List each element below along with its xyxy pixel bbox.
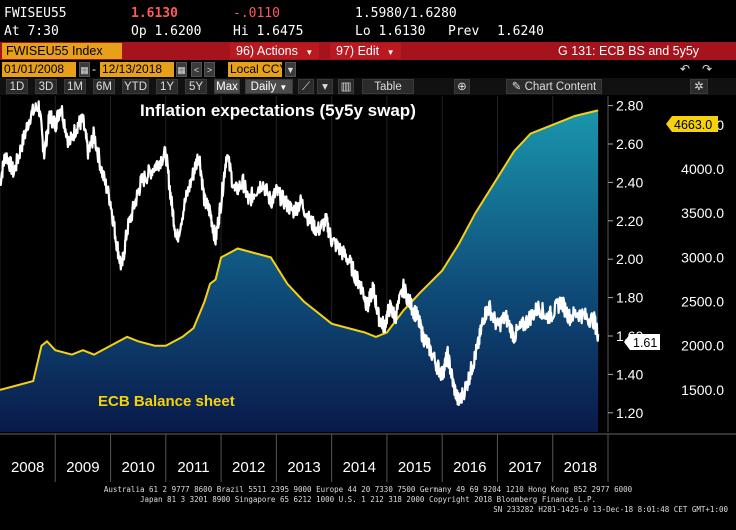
undo-icon[interactable]: ↶: [680, 62, 691, 76]
inflation-tick-label: 2.00: [616, 251, 643, 267]
balance-tick-label: 4000.0: [681, 161, 724, 177]
high-price: Hi 1.6475: [233, 24, 304, 39]
frequency-dropdown[interactable]: Daily ▼: [245, 79, 293, 94]
chart-content-button[interactable]: ✎ Chart Content: [506, 79, 602, 94]
edit-menu[interactable]: 97) Edit ▼: [330, 43, 401, 59]
period-max-button[interactable]: Max: [214, 79, 240, 94]
period-5y-button[interactable]: 5Y: [185, 79, 207, 94]
chart-area: 2.802.602.402.202.001.801.601.401.20 450…: [0, 96, 736, 530]
balance-tick-label: 3500.0: [681, 205, 724, 221]
edit-number: 97): [336, 44, 355, 58]
settings-gear-icon[interactable]: ✲: [690, 79, 708, 94]
x-tick-label: 2008: [11, 459, 44, 476]
chart-content-label: Chart Content: [524, 81, 597, 93]
right-axis-balance-ticks: 4500.04000.03500.03000.02500.02000.01500…: [681, 117, 724, 398]
frequency-label: Daily: [250, 81, 277, 93]
last-price: 1.6130: [131, 6, 178, 21]
dropdown-arrow-icon: ▼: [305, 48, 314, 57]
date-range-bar: 01/01/2008 ▦ - 12/13/2018 ▦ < > Local CC…: [0, 61, 736, 78]
low-price: Lo 1.6130: [355, 24, 426, 39]
prev-label: Prev: [448, 24, 480, 39]
table-button[interactable]: Table: [362, 79, 414, 94]
period-1y-button[interactable]: 1Y: [156, 79, 178, 94]
bid-ask: 1.5980/1.6280: [355, 6, 457, 21]
actions-label: Actions: [256, 44, 298, 58]
balance-tick-label: 3000.0: [681, 249, 724, 265]
line-chart-icon[interactable]: ⟋: [298, 79, 314, 94]
quote-bar: FWISEU55 1.6130 -.0110 1.5980/1.6280 At …: [0, 0, 736, 42]
price-change: -.0110: [233, 6, 280, 21]
currency-field[interactable]: Local CCY: [228, 62, 288, 77]
date-separator: -: [92, 62, 96, 76]
title-bar: FWISEU55 Index 96) Actions ▼ 97) Edit ▼ …: [0, 42, 736, 60]
bar-chart-icon[interactable]: ▥: [338, 79, 354, 94]
end-date-field[interactable]: 12/13/2018: [100, 62, 174, 77]
period-1d-button[interactable]: 1D: [6, 79, 28, 94]
calendar-icon[interactable]: ▦: [79, 62, 90, 77]
inflation-tick-label: 1.40: [616, 366, 643, 382]
balance-sheet-label: ECB Balance sheet: [98, 393, 235, 410]
period-1m-button[interactable]: 1M: [64, 79, 86, 94]
balance-tick-label: 1500.0: [681, 382, 724, 398]
inflation-tick-label: 2.20: [616, 213, 643, 229]
calendar-icon[interactable]: ▦: [176, 62, 187, 77]
balance-tick-label: 2000.0: [681, 338, 724, 354]
dropdown-arrow-icon[interactable]: ▼: [285, 62, 296, 77]
x-tick-label: 2016: [453, 459, 486, 476]
x-tick-label: 2011: [177, 459, 209, 476]
inflation-tick-label: 2.60: [616, 136, 643, 152]
x-tick-label: 2014: [343, 459, 376, 476]
x-tick-label: 2017: [508, 459, 541, 476]
last-inflation-value: 1.61: [633, 336, 657, 350]
period-3d-button[interactable]: 3D: [35, 79, 57, 94]
x-tick-label: 2010: [121, 459, 154, 476]
x-tick-label: 2013: [287, 459, 320, 476]
chart-svg: 2.802.602.402.202.001.801.601.401.20 450…: [0, 96, 736, 482]
open-price: Op 1.6200: [131, 24, 202, 39]
x-tick-label: 2015: [398, 459, 431, 476]
actions-number: 96): [236, 44, 255, 58]
dropdown-arrow-icon: ▼: [386, 48, 395, 57]
balance-tick-label: 2500.0: [681, 294, 724, 310]
previous-arrow-icon[interactable]: <: [191, 62, 202, 77]
inflation-tick-label: 1.20: [616, 405, 643, 421]
inflation-line: [0, 100, 600, 406]
last-balance-value: 4663.0: [674, 118, 712, 132]
inflation-tick-label: 2.80: [616, 98, 643, 114]
period-ytd-button[interactable]: YTD: [122, 79, 149, 94]
footer-line-2: Japan 81 3 3201 8900 Singapore 65 6212 1…: [139, 495, 597, 504]
edit-label: Edit: [357, 44, 380, 58]
period-6m-button[interactable]: 6M: [93, 79, 115, 94]
chart-type-dropdown[interactable]: ▾: [317, 79, 333, 94]
redo-icon[interactable]: ↷: [702, 62, 713, 76]
chart-title: Inflation expectations (5y5y swap): [140, 101, 416, 120]
prev-price: 1.6240: [497, 24, 544, 39]
next-arrow-icon[interactable]: >: [204, 62, 215, 77]
last-inflation-marker: 1.61: [624, 334, 660, 350]
zoom-icon[interactable]: ⊕: [454, 79, 470, 94]
footer-line-3: SN 233282 H281-1425-0 13-Dec-18 8:01:48 …: [493, 505, 728, 514]
footer-line-1: Australia 61 2 9777 8600 Brazil 5511 239…: [103, 485, 633, 494]
x-tick-label: 2009: [66, 459, 99, 476]
inflation-tick-label: 1.80: [616, 290, 643, 306]
at-time: At 7:30: [4, 24, 59, 39]
inflation-tick-label: 2.40: [616, 174, 643, 190]
chart-toolbar: 1D 3D 1M 6M YTD 1Y 5Y Max Daily ▼ ⟋ ▾ ▥ …: [0, 78, 736, 95]
ticker-symbol: FWISEU55: [4, 6, 67, 21]
security-field[interactable]: FWISEU55 Index: [2, 43, 122, 59]
last-balance-marker: 4663.0: [666, 116, 718, 132]
x-tick-label: 2012: [232, 459, 265, 476]
wrench-icon: ✎: [511, 81, 522, 93]
balance-sheet-line: [0, 109, 599, 391]
page-title: G 131: ECB BS and 5y5y: [558, 44, 700, 58]
start-date-field[interactable]: 01/01/2008: [2, 62, 76, 77]
x-tick-label: 2018: [564, 459, 597, 476]
dropdown-arrow-icon: ▼: [279, 83, 288, 92]
x-axis: 2008 2009 2010 2011 2012 2013 2014 2015 2016 2017…: [0, 433, 736, 482]
actions-menu[interactable]: 96) Actions ▼: [230, 43, 320, 59]
right-axis-inflation-ticks: 2.802.602.402.202.001.801.601.401.20: [608, 98, 643, 421]
